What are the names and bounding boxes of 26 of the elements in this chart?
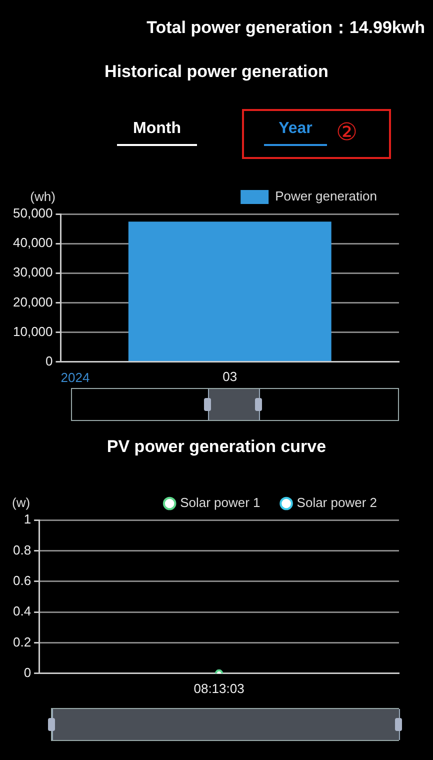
x-axis-title: 2024 bbox=[60, 370, 90, 385]
x-tick-label: 03 bbox=[222, 369, 238, 384]
legend-label: Solar power 1 bbox=[180, 495, 260, 510]
legend-label: Power generation bbox=[275, 188, 378, 204]
text: Year bbox=[264, 120, 327, 146]
y-tick-label: 1 bbox=[24, 512, 32, 527]
legend-label: Solar power 2 bbox=[296, 495, 378, 510]
y-tick-label: 30,000 bbox=[12, 264, 53, 280]
x-tick-label: 08:13:03 bbox=[194, 680, 244, 696]
y-tick-label: 0.6 bbox=[12, 572, 32, 588]
chart-title: PV power generation curve bbox=[106, 437, 328, 457]
text: ② bbox=[336, 118, 358, 147]
y-tick-label: 0.8 bbox=[12, 542, 32, 558]
y-tick-label: 40,000 bbox=[12, 235, 53, 250]
chart-title: Historical power generation bbox=[104, 62, 330, 82]
y-axis-title: (w) bbox=[12, 495, 30, 510]
y-tick-label: 10,000 bbox=[12, 324, 53, 339]
text: Month bbox=[117, 120, 197, 146]
y-axis-title: (wh) bbox=[30, 189, 56, 204]
text: Total power generation：14.99kwh bbox=[146, 17, 425, 39]
y-tick-label: 0.2 bbox=[12, 634, 32, 650]
y-tick-label: 0.4 bbox=[12, 604, 32, 619]
y-tick-label: 50,000 bbox=[12, 206, 53, 221]
y-tick-label: 0 bbox=[24, 664, 32, 680]
y-tick-label: 20,000 bbox=[12, 294, 53, 310]
y-tick-label: 0 bbox=[46, 353, 53, 368]
